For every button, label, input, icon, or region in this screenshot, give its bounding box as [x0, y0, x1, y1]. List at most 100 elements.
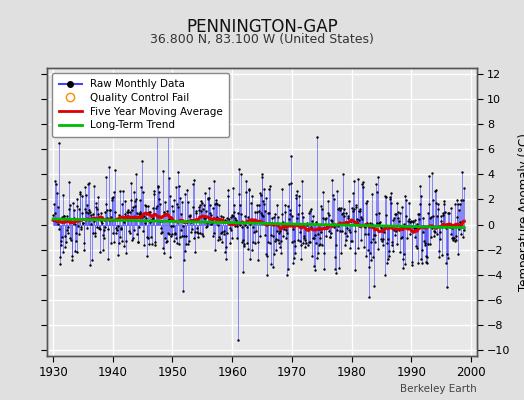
Point [258, 171, 267, 177]
Point [217, 229, 226, 236]
Point [130, 198, 139, 205]
Point [238, 238, 246, 245]
Point [66, 235, 74, 241]
Point [51, 218, 60, 224]
Point [245, 186, 253, 192]
Point [198, 231, 206, 238]
Point [135, 224, 143, 230]
Point [405, 200, 413, 207]
Point [363, 220, 372, 226]
Point [258, 174, 266, 180]
Point [346, 237, 355, 244]
Point [307, 206, 315, 212]
Point [80, 246, 89, 253]
Point [321, 214, 330, 221]
Point [204, 195, 213, 202]
Point [277, 250, 286, 257]
Point [102, 201, 111, 208]
Point [214, 236, 222, 243]
Point [163, 230, 172, 237]
Point [149, 204, 157, 211]
Point [154, 184, 162, 191]
Point [169, 223, 177, 229]
Point [409, 227, 418, 233]
Point [417, 256, 425, 262]
Point [374, 246, 382, 252]
Point [115, 240, 123, 246]
Point [300, 234, 309, 241]
Point [192, 208, 200, 214]
Point [84, 181, 93, 187]
Point [175, 183, 183, 190]
Point [279, 219, 288, 225]
Point [132, 195, 140, 202]
Point [161, 211, 170, 217]
Point [324, 210, 332, 217]
Point [108, 194, 117, 200]
Point [157, 225, 165, 232]
Point [243, 224, 251, 230]
Point [427, 234, 435, 240]
Point [379, 242, 388, 248]
Point [67, 216, 75, 222]
Point [243, 240, 252, 246]
Point [349, 190, 357, 196]
Point [163, 208, 171, 214]
Point [272, 228, 281, 234]
Point [102, 174, 110, 180]
Point [351, 267, 359, 274]
Point [329, 221, 337, 228]
Point [93, 224, 101, 230]
Point [68, 220, 77, 226]
Point [170, 196, 178, 203]
Point [195, 207, 203, 213]
Point [254, 257, 262, 264]
Point [457, 230, 465, 237]
Point [269, 233, 278, 239]
Point [375, 210, 383, 216]
Point [59, 192, 67, 198]
Point [94, 211, 102, 217]
Point [433, 201, 442, 208]
Point [388, 242, 396, 248]
Point [100, 227, 108, 233]
Point [393, 241, 401, 247]
Point [208, 216, 216, 223]
Point [183, 187, 192, 194]
Point [156, 229, 165, 236]
Point [110, 239, 118, 245]
Point [321, 224, 330, 231]
Point [133, 231, 141, 237]
Point [326, 216, 335, 223]
Point [381, 212, 390, 219]
Point [192, 210, 201, 216]
Point [184, 240, 192, 247]
Point [362, 253, 370, 259]
Point [49, 216, 58, 223]
Point [191, 249, 199, 256]
Point [51, 210, 59, 216]
Point [298, 210, 306, 216]
Point [216, 230, 225, 236]
Point [280, 226, 289, 232]
Point [313, 254, 321, 261]
Point [292, 195, 300, 201]
Point [452, 236, 461, 243]
Point [213, 200, 221, 207]
Point [398, 234, 407, 240]
Point [386, 194, 394, 200]
Point [159, 244, 167, 251]
Point [381, 272, 389, 278]
Point [271, 211, 279, 217]
Point [458, 169, 466, 176]
Point [394, 215, 402, 221]
Point [57, 242, 66, 248]
Point [85, 207, 93, 214]
Point [87, 220, 95, 227]
Point [212, 200, 221, 206]
Point [236, 201, 244, 208]
Point [308, 218, 316, 224]
Point [180, 233, 189, 239]
Point [182, 241, 190, 248]
Point [193, 225, 202, 232]
